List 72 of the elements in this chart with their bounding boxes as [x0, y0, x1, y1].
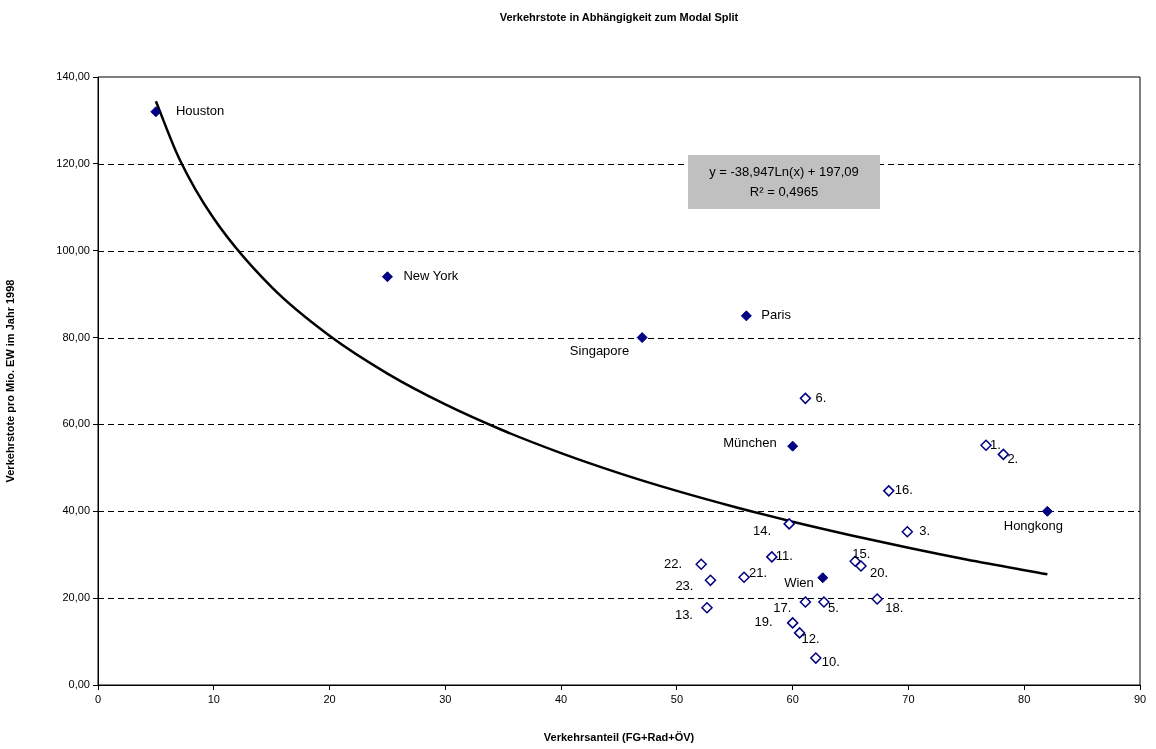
y-tick-label: 0,00 — [68, 678, 90, 691]
annotation: 17. — [773, 599, 792, 615]
point — [810, 652, 822, 664]
annotation: 6. — [815, 389, 827, 405]
annotation: Houston — [175, 103, 225, 119]
annotation: 22. — [664, 555, 683, 571]
x-tick-label: 90 — [1133, 692, 1147, 705]
point — [704, 574, 717, 587]
annotation: 10. — [821, 653, 840, 669]
annotation: 21. — [749, 564, 768, 580]
annotation: 20. — [869, 564, 889, 580]
annotation: 19. — [754, 614, 773, 630]
annotation: 11. — [775, 548, 793, 564]
annotation: New York — [403, 268, 459, 284]
point — [799, 596, 812, 608]
point — [980, 439, 992, 452]
annotation: 16. — [894, 482, 913, 498]
point — [150, 106, 162, 118]
annotation: 14. — [753, 523, 772, 539]
x-tick-label: 10 — [207, 692, 220, 705]
annotation: 12. — [801, 631, 820, 647]
y-tick-label: 80,00 — [62, 330, 90, 343]
annotation: R² = 0,4965 — [748, 183, 820, 201]
annotation: Hongkong — [1003, 517, 1064, 533]
y-axis-title: Verkehrstote pro Mio. EW im Jahr 1998 — [3, 279, 16, 483]
annotation: 13. — [674, 607, 693, 623]
x-tick-label: 70 — [902, 692, 915, 705]
annotation: 2. — [1007, 450, 1019, 466]
x-tick-label: 30 — [439, 692, 452, 705]
point — [701, 601, 713, 614]
point — [883, 485, 895, 497]
x-axis-title: Verkehrsanteil (FG+Rad+ÖV) — [543, 731, 695, 744]
x-tick-label: 0 — [94, 692, 102, 705]
annotation: Singapore — [569, 343, 630, 359]
x-tick-label: 20 — [323, 692, 336, 705]
y-tick-label: 60,00 — [62, 417, 90, 430]
annotation: y = -38,947Ln(x) + 197,09 — [708, 163, 860, 181]
point — [871, 593, 883, 605]
y-tick-label: 120,00 — [56, 156, 90, 169]
y-tick-label: 20,00 — [62, 591, 90, 604]
point — [818, 596, 830, 608]
x-tick-label: 80 — [1018, 692, 1031, 705]
point — [786, 617, 799, 629]
x-tick-label: 40 — [554, 692, 568, 705]
annotation: 5. — [827, 599, 839, 615]
chart-title: Verkehrstote in Abhängigkeit zum Modal Split — [499, 11, 739, 24]
point — [695, 558, 707, 571]
point — [1041, 505, 1053, 517]
point — [738, 571, 750, 584]
y-tick-label: 40,00 — [62, 504, 90, 517]
annotation: 18. — [885, 599, 904, 615]
annotation: 23. — [675, 577, 694, 593]
point — [381, 271, 393, 283]
point — [636, 332, 648, 344]
annotation: Wien — [784, 575, 814, 591]
text-box: y = -38,947Ln(x) + 197,09 R² = 0,4965 — [688, 155, 880, 209]
annotation: 1. — [990, 436, 1001, 452]
point — [901, 525, 914, 538]
point — [783, 518, 795, 530]
annotation: Paris — [761, 307, 792, 323]
x-tick-label: 50 — [670, 692, 684, 705]
point — [787, 440, 799, 452]
y-tick-label: 140,00 — [56, 70, 90, 83]
point — [855, 560, 867, 572]
y-tick-label: 100,00 — [56, 243, 90, 256]
annotation: München — [723, 434, 777, 450]
x-tick-label: 60 — [786, 692, 799, 705]
annotation: 3. — [919, 523, 931, 539]
point — [817, 572, 829, 584]
point — [799, 392, 812, 405]
annotation: 15. — [852, 545, 871, 561]
point — [740, 310, 752, 322]
